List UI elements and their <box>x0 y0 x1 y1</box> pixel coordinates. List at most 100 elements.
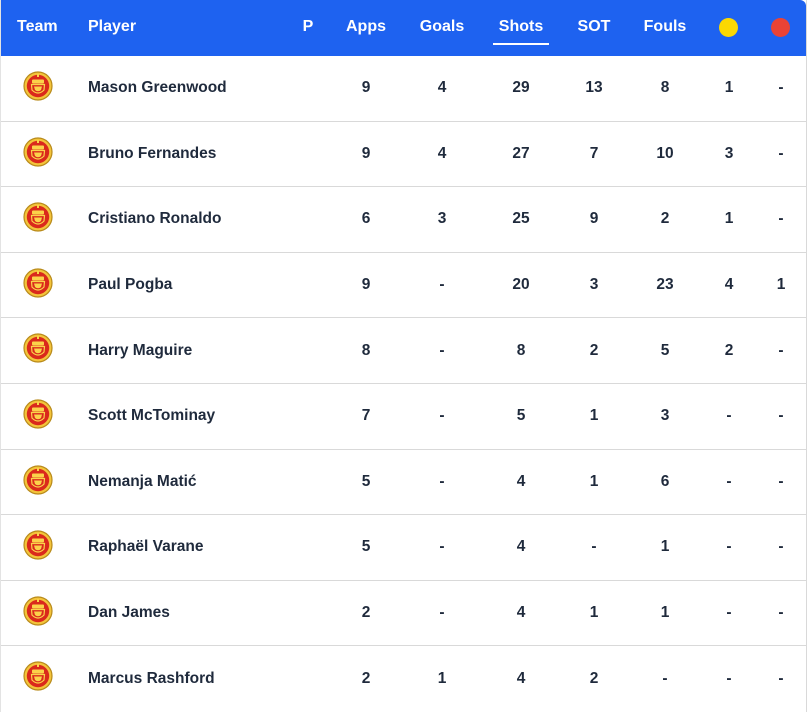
sot-value: 2 <box>589 341 599 359</box>
red-cards-value: - <box>778 538 784 556</box>
table-header: Team Player P Apps Goals Shots SOT Fouls <box>1 0 806 56</box>
fouls-value: 1 <box>660 538 670 556</box>
player-name[interactable]: Nemanja Matić <box>88 472 197 490</box>
column-header-goals[interactable]: Goals <box>419 18 465 35</box>
sot-value: 2 <box>589 670 599 688</box>
apps-value: 2 <box>361 604 371 622</box>
column-header-apps[interactable]: Apps <box>346 18 386 35</box>
goals-value: - <box>439 472 445 490</box>
red-cards-value: - <box>778 210 784 228</box>
fouls-value: 3 <box>660 407 670 425</box>
manchester-united-crest-icon <box>23 661 53 691</box>
red-cards-value: - <box>778 341 784 359</box>
player-name[interactable]: Paul Pogba <box>88 276 173 294</box>
table-row[interactable]: Nemanja Matić 5 - 4 1 6 - - <box>1 450 806 516</box>
manchester-united-crest-icon <box>23 71 53 101</box>
player-name[interactable]: Scott McTominay <box>88 407 216 425</box>
player-name[interactable]: Harry Maguire <box>88 341 193 359</box>
goals-value: - <box>439 341 445 359</box>
column-header-player[interactable]: Player <box>88 18 137 35</box>
manchester-united-crest-icon <box>23 202 53 232</box>
red-cards-value: - <box>778 670 784 688</box>
shots-value: 4 <box>516 670 526 688</box>
goals-value: - <box>439 276 445 294</box>
yellow-cards-value: - <box>726 538 732 556</box>
player-name[interactable]: Cristiano Ronaldo <box>88 210 222 228</box>
yellow-cards-value: - <box>726 670 732 688</box>
fouls-value: 5 <box>660 341 670 359</box>
player-name[interactable]: Raphaël Varane <box>88 538 204 556</box>
sot-value: 7 <box>589 144 599 162</box>
goals-value: 1 <box>437 670 447 688</box>
manchester-united-crest-icon <box>23 399 53 429</box>
goals-value: - <box>439 407 445 425</box>
goals-value: 3 <box>437 210 447 228</box>
sot-value: 3 <box>589 276 599 294</box>
sot-value: 13 <box>585 79 603 97</box>
yellow-cards-value: 2 <box>724 341 734 359</box>
apps-value: 2 <box>361 670 371 688</box>
sot-value: 9 <box>589 210 599 228</box>
column-header-shots[interactable]: Shots <box>493 0 549 56</box>
apps-value: 9 <box>361 79 371 97</box>
table-row[interactable]: Harry Maguire 8 - 8 2 5 2 - <box>1 318 806 384</box>
shots-value: 20 <box>512 276 530 294</box>
table-row[interactable]: Dan James 2 - 4 1 1 - - <box>1 581 806 647</box>
red-cards-value: - <box>778 144 784 162</box>
player-name[interactable]: Bruno Fernandes <box>88 144 217 162</box>
fouls-value: 10 <box>656 144 674 162</box>
red-cards-value: - <box>778 472 784 490</box>
yellow-cards-value: - <box>726 472 732 490</box>
yellow-cards-value: 3 <box>724 144 734 162</box>
manchester-united-crest-icon <box>23 530 53 560</box>
goals-value: 4 <box>437 79 447 97</box>
table-row[interactable]: Cristiano Ronaldo 6 3 25 9 2 1 - <box>1 187 806 253</box>
shots-value: 27 <box>512 144 530 162</box>
yellow-cards-value: 1 <box>724 79 734 97</box>
yellow-cards-value: 4 <box>724 276 734 294</box>
active-sort-underline <box>493 43 549 45</box>
yellow-cards-value: - <box>726 604 732 622</box>
red-cards-value: 1 <box>776 276 786 294</box>
red-cards-value: - <box>778 79 784 97</box>
shots-value: 25 <box>512 210 530 228</box>
table-row[interactable]: Mason Greenwood 9 4 29 13 8 1 - <box>1 56 806 122</box>
shots-value: 4 <box>516 604 526 622</box>
manchester-united-crest-icon <box>23 464 53 495</box>
table-row[interactable]: Scott McTominay 7 - 5 1 3 - - <box>1 384 806 450</box>
sot-value: 1 <box>589 472 599 490</box>
shots-value: 29 <box>512 79 530 97</box>
shots-value: 4 <box>516 472 526 490</box>
column-header-p[interactable]: P <box>302 18 314 35</box>
player-name[interactable]: Mason Greenwood <box>88 79 227 97</box>
table-row[interactable]: Bruno Fernandes 9 4 27 7 10 3 - <box>1 122 806 188</box>
manchester-united-crest-icon <box>23 333 53 363</box>
column-header-team[interactable]: Team <box>17 18 58 35</box>
table-row[interactable]: Marcus Rashford 2 1 4 2 - - - <box>1 646 806 712</box>
apps-value: 7 <box>361 407 371 425</box>
apps-value: 9 <box>361 276 371 294</box>
table-row[interactable]: Paul Pogba 9 - 20 3 23 4 1 <box>1 253 806 319</box>
table-row[interactable]: Raphaël Varane 5 - 4 - 1 - - <box>1 515 806 581</box>
manchester-united-crest-icon <box>23 136 53 167</box>
apps-value: 9 <box>361 144 371 162</box>
apps-value: 6 <box>361 210 371 228</box>
column-header-fouls[interactable]: Fouls <box>643 18 687 35</box>
shots-value: 8 <box>516 341 526 359</box>
yellow-card-icon[interactable] <box>719 18 738 37</box>
player-name[interactable]: Marcus Rashford <box>88 670 215 688</box>
column-header-sot[interactable]: SOT <box>577 18 611 35</box>
fouls-value: 8 <box>660 79 670 97</box>
red-cards-value: - <box>778 407 784 425</box>
apps-value: 8 <box>361 341 371 359</box>
table-body: Mason Greenwood 9 4 29 13 8 1 - Bruno Fe… <box>1 56 806 712</box>
goals-value: - <box>439 604 445 622</box>
fouls-value: 6 <box>660 472 670 490</box>
sot-value: 1 <box>589 407 599 425</box>
sot-value: - <box>591 538 597 556</box>
player-name[interactable]: Dan James <box>88 604 170 622</box>
red-card-icon[interactable] <box>771 18 790 37</box>
apps-value: 5 <box>361 538 371 556</box>
goals-value: - <box>439 538 445 556</box>
